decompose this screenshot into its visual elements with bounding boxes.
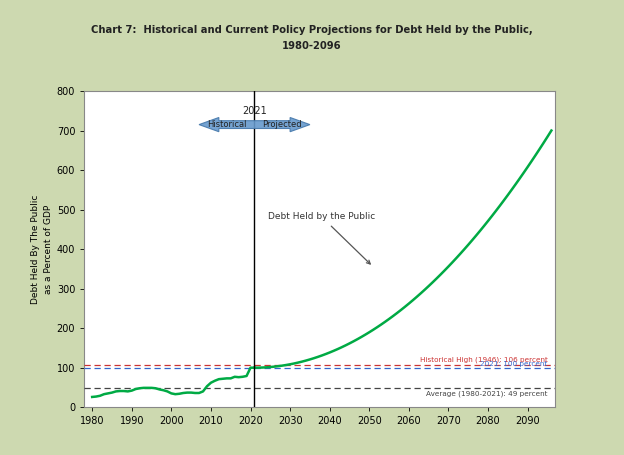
Y-axis label: Debt Held By The Public
as a Percent of GDP: Debt Held By The Public as a Percent of …	[31, 194, 52, 304]
Text: Historical: Historical	[207, 120, 246, 129]
Text: 2021: 2021	[242, 106, 267, 116]
Text: Chart 7:  Historical and Current Policy Projections for Debt Held by the Public,: Chart 7: Historical and Current Policy P…	[91, 25, 533, 35]
Text: 1980-2096: 1980-2096	[282, 41, 342, 51]
Polygon shape	[199, 117, 310, 131]
Text: Debt Held by the Public: Debt Held by the Public	[268, 212, 376, 264]
Text: Projected: Projected	[262, 120, 302, 129]
Text: Historical High (1946): 106 percent: Historical High (1946): 106 percent	[419, 356, 547, 363]
Text: 2021: 100 percent: 2021: 100 percent	[480, 361, 547, 367]
Text: Average (1980-2021): 49 percent: Average (1980-2021): 49 percent	[426, 390, 547, 397]
